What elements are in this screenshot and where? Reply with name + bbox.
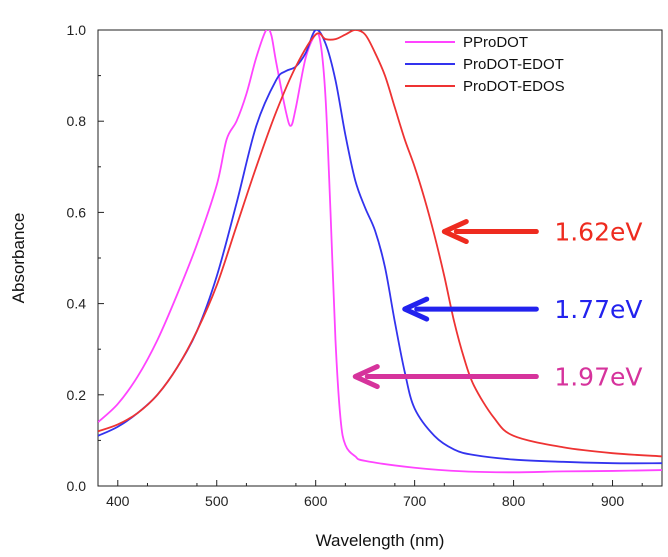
legend-label-prodot-edot: ProDOT-EDOT [463, 56, 564, 73]
arrow-head-1-77ev [402, 296, 430, 322]
legend-label-prodot-edos: ProDOT-EDOS [463, 78, 565, 95]
x-axis: 400 500 600 700 800 900 [97, 480, 643, 509]
x-tick-label-500: 500 [205, 493, 229, 509]
arrow-head-1-97ev [352, 364, 380, 390]
y-tick-label-1: 0.2 [67, 387, 87, 403]
energy-label-1-62ev: 1.62eV [554, 218, 642, 247]
plot-frame [97, 29, 663, 487]
x-tick-label-900: 900 [601, 493, 625, 509]
y-tick-label-4: 0.8 [67, 113, 87, 129]
legend-label-pprodot: PProDOT [463, 34, 528, 51]
series-line-pprodot [98, 30, 662, 474]
x-axis-title: Wavelength (nm) [316, 531, 445, 550]
y-axis: 0.0 0.2 0.4 0.6 0.8 1.0 [67, 22, 104, 494]
y-axis-title: Absorbance [9, 213, 28, 304]
y-tick-label-5: 1.0 [67, 22, 87, 38]
y-tick-label-0: 0.0 [67, 478, 87, 494]
energy-label-1-77ev: 1.77eV [554, 295, 642, 324]
series-layer [98, 30, 662, 474]
energy-annotations: 1.62eV 1.77eV 1.97eV [352, 218, 642, 392]
x-tick-label-400: 400 [106, 493, 130, 509]
arrow-head-1-62ev [441, 219, 469, 245]
x-tick-label-800: 800 [502, 493, 526, 509]
legend: PProDOT ProDOT-EDOT ProDOT-EDOS [405, 34, 565, 95]
y-tick-label-2: 0.4 [67, 296, 87, 312]
y-tick-label-3: 0.6 [67, 204, 87, 220]
energy-label-1-97ev: 1.97eV [554, 363, 642, 392]
x-tick-label-600: 600 [304, 493, 328, 509]
x-tick-label-700: 700 [403, 493, 427, 509]
